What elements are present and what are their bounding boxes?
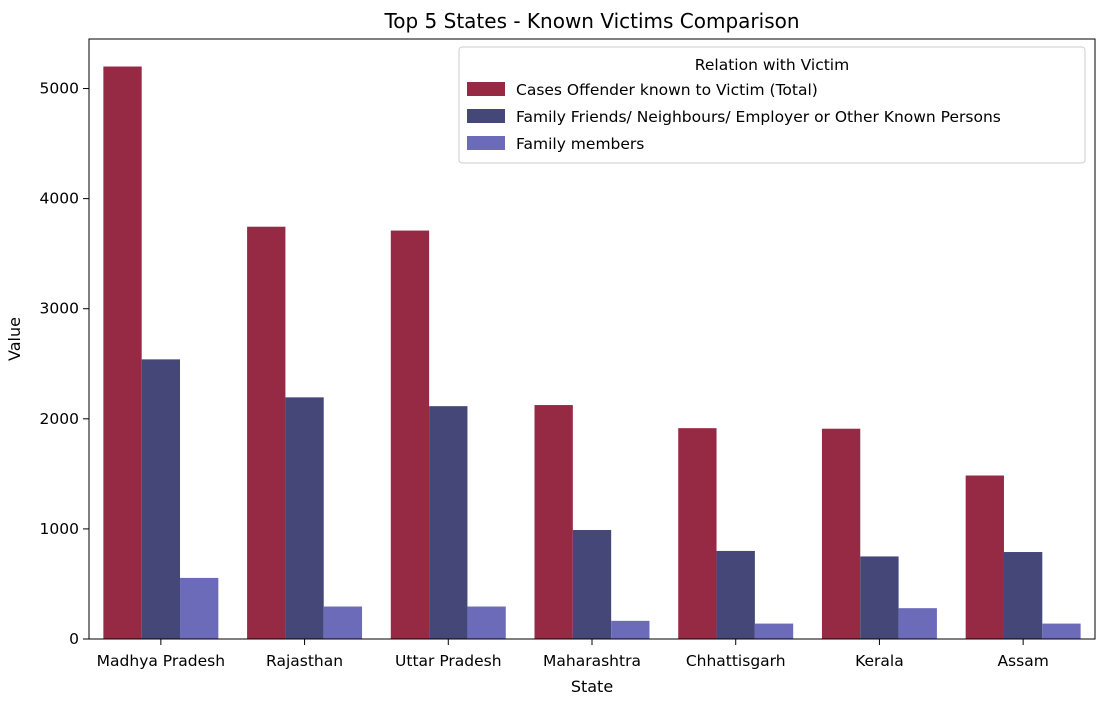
x-tick-label: Assam — [997, 652, 1048, 670]
bar-maharashtra-series-2 — [611, 620, 650, 639]
legend-swatch — [467, 109, 505, 123]
bar-assam-series-1 — [1003, 552, 1043, 639]
bar-kerala-series-1 — [860, 556, 899, 639]
bar-madhya-pradesh-series-0 — [103, 66, 142, 639]
bar-maharashtra-series-0 — [534, 405, 573, 639]
x-tick-label: Uttar Pradesh — [395, 652, 502, 670]
y-axis: 0 1000 2000 3000 4000 5000 — [40, 80, 89, 648]
y-tick-label: 4000 — [40, 190, 79, 208]
x-tick-label: Kerala — [855, 652, 904, 670]
bar-chhattisgarh-series-0 — [678, 428, 717, 639]
legend-swatch — [467, 136, 505, 150]
y-tick-label: 1000 — [40, 520, 79, 538]
x-tick-label: Chhattisgarh — [686, 652, 786, 670]
legend-label: Cases Offender known to Victim (Total) — [516, 81, 818, 99]
y-tick-label: 3000 — [40, 300, 79, 318]
bar-uttar-pradesh-series-1 — [429, 406, 468, 639]
x-axis-label: State — [571, 677, 613, 696]
bar-rajasthan-series-2 — [323, 606, 363, 639]
legend-label: Family Friends/ Neighbours/ Employer or … — [516, 108, 1001, 126]
bar-assam-series-0 — [965, 475, 1004, 639]
legend-items: Cases Offender known to Victim (Total) Fa… — [467, 81, 1001, 153]
x-axis: Madhya Pradesh Rajasthan Uttar Pradesh Maha… — [97, 639, 1049, 670]
y-tick-label: 2000 — [40, 410, 79, 428]
bar-rajasthan-series-1 — [285, 397, 324, 639]
chart-title: Top 5 States - Known Victims Comparison — [383, 9, 799, 33]
bar-madhya-pradesh-series-1 — [141, 359, 181, 639]
y-tick-label: 0 — [69, 630, 79, 648]
bar-chhattisgarh-series-1 — [716, 550, 755, 639]
bar-kerala-series-2 — [898, 608, 937, 639]
bar-maharashtra-series-1 — [572, 530, 612, 639]
bar-assam-series-2 — [1042, 623, 1081, 639]
bar-chhattisgarh-series-2 — [754, 623, 794, 639]
bars-group — [103, 66, 1081, 639]
x-tick-label: Madhya Pradesh — [97, 652, 225, 670]
x-tick-label: Maharashtra — [543, 652, 641, 670]
bar-uttar-pradesh-series-2 — [467, 606, 506, 639]
y-tick-label: 5000 — [40, 80, 79, 98]
legend-label: Family members — [516, 135, 644, 153]
bar-rajasthan-series-0 — [247, 226, 286, 639]
legend-swatch — [467, 82, 505, 96]
legend-title: Relation with Victim — [695, 56, 849, 74]
x-tick-label: Rajasthan — [266, 652, 343, 670]
bar-kerala-series-0 — [821, 428, 861, 639]
legend: Relation with Victim Cases Offender know… — [458, 46, 1086, 164]
y-axis-label: Value — [5, 317, 24, 361]
bar-madhya-pradesh-series-2 — [180, 577, 219, 639]
legend-box — [458, 46, 1086, 164]
bar-uttar-pradesh-series-0 — [390, 230, 430, 639]
